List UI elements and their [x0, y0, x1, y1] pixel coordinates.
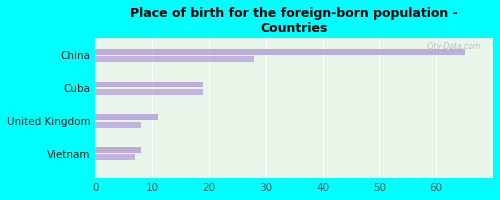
Bar	[96, 49, 464, 55]
Bar	[96, 89, 204, 95]
Bar	[96, 114, 158, 120]
Text: City-Data.com: City-Data.com	[427, 42, 481, 51]
Bar	[96, 82, 204, 87]
Bar	[96, 56, 254, 62]
Bar	[96, 154, 135, 160]
Bar	[96, 147, 141, 153]
Title: Place of birth for the foreign-born population -
Countries: Place of birth for the foreign-born popu…	[130, 7, 458, 35]
Bar	[96, 122, 141, 128]
